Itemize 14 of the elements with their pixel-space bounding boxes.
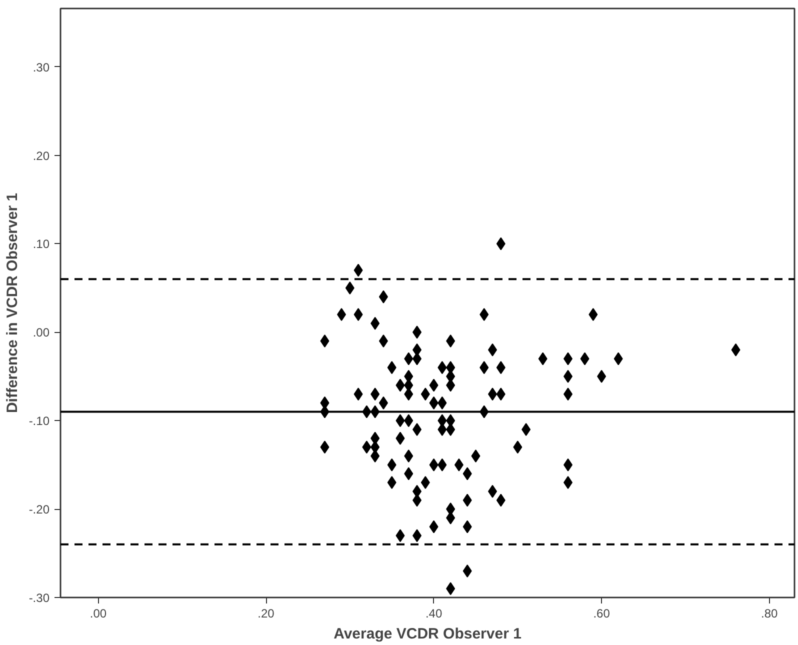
x-tick-label: .80 [760,606,778,620]
x-tick-label: .00 [90,606,107,620]
x-tick-label: .40 [425,606,442,620]
x-tick-label: .20 [258,606,275,620]
y-tick-label: .30 [32,60,50,74]
y-tick-label: .10 [32,237,50,252]
y-tick-label: -.20 [28,502,50,517]
y-tick-label: .00 [32,326,50,340]
y-tick-label: .20 [32,148,50,163]
x-tick-label: .60 [593,606,610,620]
y-tick-label: -.30 [28,591,50,605]
y-tick-label: -.10 [28,414,50,428]
x-axis-title: Average VCDR Observer 1 [334,626,522,642]
y-axis-title: Difference in VCDR Observer 1 [4,192,21,414]
